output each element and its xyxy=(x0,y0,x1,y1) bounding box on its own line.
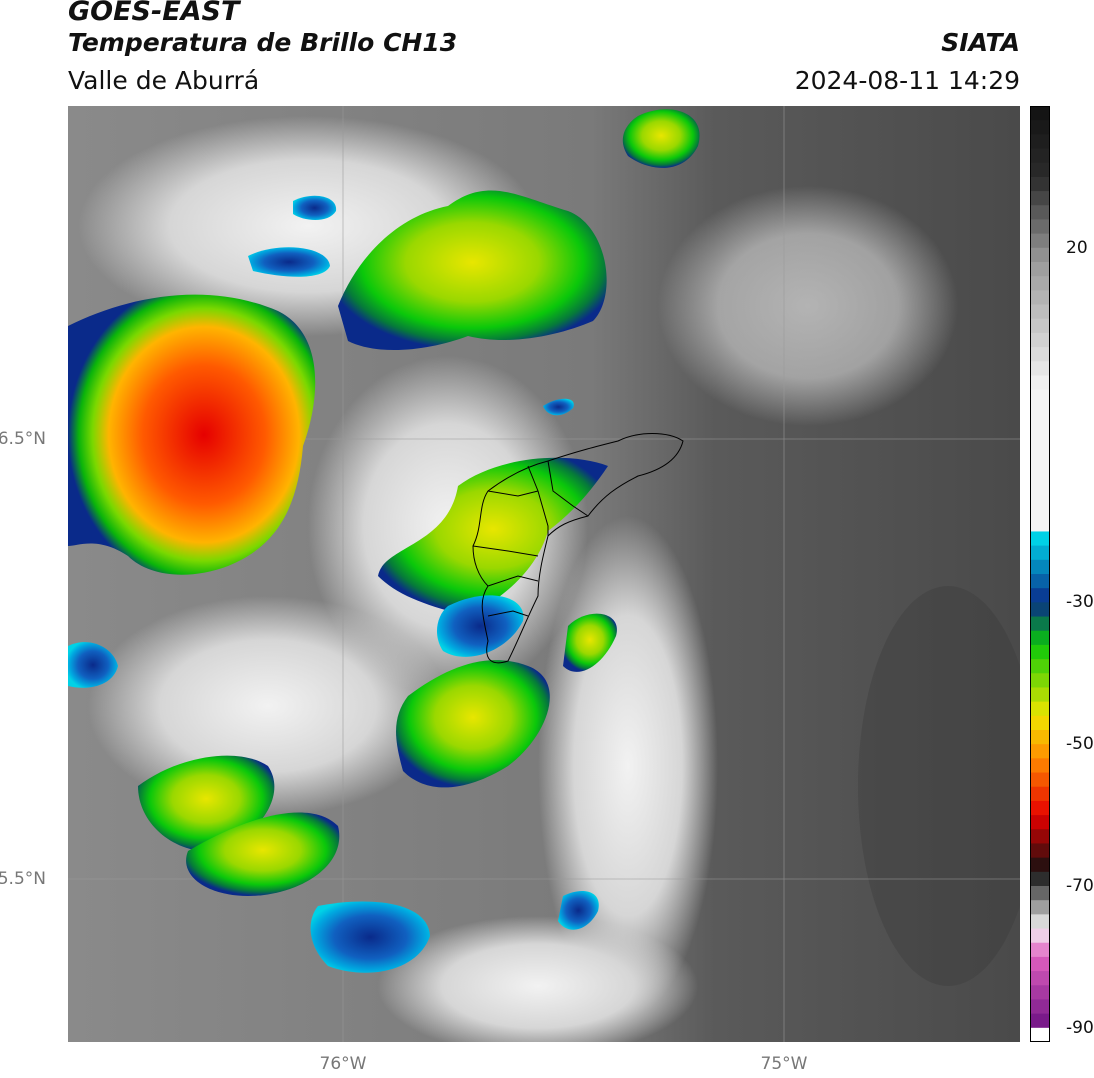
colorbar-swatch xyxy=(1030,403,1050,419)
colorbar-swatch xyxy=(1030,886,1050,901)
colorbar-swatch xyxy=(1030,1013,1050,1029)
colorbar-swatch xyxy=(1030,574,1050,589)
colorbar-swatch xyxy=(1030,290,1050,306)
storm-cell-west xyxy=(68,294,316,575)
colorbar-swatch xyxy=(1030,488,1050,504)
colorbar-swatch xyxy=(1030,389,1050,405)
timestamp-label: 2024-08-11 14:29 xyxy=(794,66,1020,95)
storm-cell-southeast-blue xyxy=(558,891,599,930)
storm-cell-small-blue xyxy=(543,398,574,416)
organization-label: SIATA xyxy=(941,28,1020,57)
colorbar-swatch xyxy=(1030,332,1050,348)
colorbar-tick-label: -70 xyxy=(1066,876,1094,896)
colorbar-swatch xyxy=(1030,602,1050,618)
storm-cell-valley xyxy=(378,457,608,616)
colorbar-swatch xyxy=(1030,829,1050,845)
colorbar-swatch xyxy=(1030,999,1050,1015)
colorbar-swatch xyxy=(1030,361,1050,377)
colorbar-tick-label: -50 xyxy=(1066,734,1094,755)
storm-cell-north-small-2 xyxy=(248,247,330,277)
colorbar-swatch xyxy=(1030,871,1050,887)
colorbar-swatch xyxy=(1030,900,1050,915)
colorbar-swatch xyxy=(1030,375,1050,391)
satellite-map xyxy=(68,106,1020,1042)
colorbar-swatch xyxy=(1030,687,1050,703)
colorbar-swatch xyxy=(1030,730,1050,745)
colorbar xyxy=(1030,106,1050,1042)
storm-cell-west-blue xyxy=(68,642,118,688)
colorbar-swatch xyxy=(1030,758,1050,774)
satellite-title: GOES-EAST xyxy=(68,0,240,27)
colorbar-swatch xyxy=(1030,616,1050,632)
lon-label-75: 75°W xyxy=(760,1054,808,1074)
colorbar-swatch xyxy=(1030,205,1050,221)
storm-cell-north xyxy=(338,190,607,351)
storm-cell-south-blue xyxy=(310,901,430,973)
colorbar-swatch xyxy=(1030,1027,1050,1042)
colorbar-swatch xyxy=(1030,347,1050,362)
colorbar-swatch xyxy=(1030,701,1050,717)
colorbar-swatch xyxy=(1030,148,1050,164)
storm-cell-southwest-2 xyxy=(186,812,340,896)
colorbar-swatch xyxy=(1030,134,1050,150)
colorbar-tick-label: -30 xyxy=(1066,592,1094,613)
colorbar-swatch xyxy=(1030,503,1050,518)
lat-label-5-5: 5.5°N xyxy=(0,869,46,889)
storm-cells xyxy=(68,109,700,973)
colorbar-swatch xyxy=(1030,474,1050,490)
colorbar-swatch xyxy=(1030,106,1050,121)
colorbar-swatch xyxy=(1030,162,1050,178)
colorbar-swatch xyxy=(1030,276,1050,291)
colorbar-swatch xyxy=(1030,446,1050,462)
colorbar-swatch xyxy=(1030,942,1050,958)
colorbar-swatch xyxy=(1030,191,1050,206)
storm-cell-valley-south-blue xyxy=(436,595,524,657)
storm-cell-north-small-1 xyxy=(622,109,700,168)
colorbar-swatch xyxy=(1030,800,1050,816)
colorbar-swatch xyxy=(1030,772,1050,788)
product-title: Temperatura de Brillo CH13 xyxy=(68,28,458,57)
lon-label-76: 76°W xyxy=(319,1054,367,1074)
colorbar-swatch xyxy=(1030,956,1050,972)
colorbar-swatch xyxy=(1030,673,1050,689)
colorbar-swatch xyxy=(1030,659,1050,674)
colorbar-swatch xyxy=(1030,559,1050,575)
colorbar-swatch xyxy=(1030,262,1050,277)
colorbar-swatch xyxy=(1030,304,1050,320)
colorbar-swatch xyxy=(1030,517,1050,533)
colorbar-swatch xyxy=(1030,233,1050,249)
colorbar-swatch xyxy=(1030,985,1050,1001)
colorbar-tick-label: 20 xyxy=(1066,237,1088,258)
storm-cell-north-small-3 xyxy=(293,195,337,220)
colorbar-swatch xyxy=(1030,120,1050,135)
colorbar-swatch xyxy=(1030,843,1050,859)
storm-cell-south-central xyxy=(396,660,550,788)
colorbar-swatch xyxy=(1030,815,1050,830)
colorbar-swatch xyxy=(1030,588,1050,603)
colorbar-swatch xyxy=(1030,715,1050,731)
colorbar-swatch xyxy=(1030,176,1050,192)
colorbar-swatch xyxy=(1030,786,1050,802)
colorbar-swatch xyxy=(1030,460,1050,476)
colorbar-swatch xyxy=(1030,432,1050,447)
region-label: Valle de Aburrá xyxy=(68,66,260,95)
storm-cell-east-strip xyxy=(563,613,617,672)
colorbar-swatch xyxy=(1030,318,1050,334)
lat-label-6-5: 6.5°N xyxy=(0,429,46,449)
colorbar-swatch xyxy=(1030,744,1050,759)
colorbar-swatch xyxy=(1030,644,1050,660)
colorbar-tick-label: -90 xyxy=(1066,1017,1094,1038)
valle-aburra-boundaries xyxy=(472,433,684,664)
colorbar-swatch xyxy=(1030,247,1050,263)
colorbar-swatch xyxy=(1030,928,1050,944)
colorbar-swatch xyxy=(1030,971,1050,986)
colorbar-swatch xyxy=(1030,219,1050,235)
colorbar-swatch xyxy=(1030,630,1050,646)
colorbar-swatch xyxy=(1030,418,1050,433)
colorbar-swatch xyxy=(1030,531,1050,547)
colorbar-swatch xyxy=(1030,545,1050,561)
colorbar-swatch xyxy=(1030,914,1050,930)
colorbar-swatch xyxy=(1030,857,1050,873)
